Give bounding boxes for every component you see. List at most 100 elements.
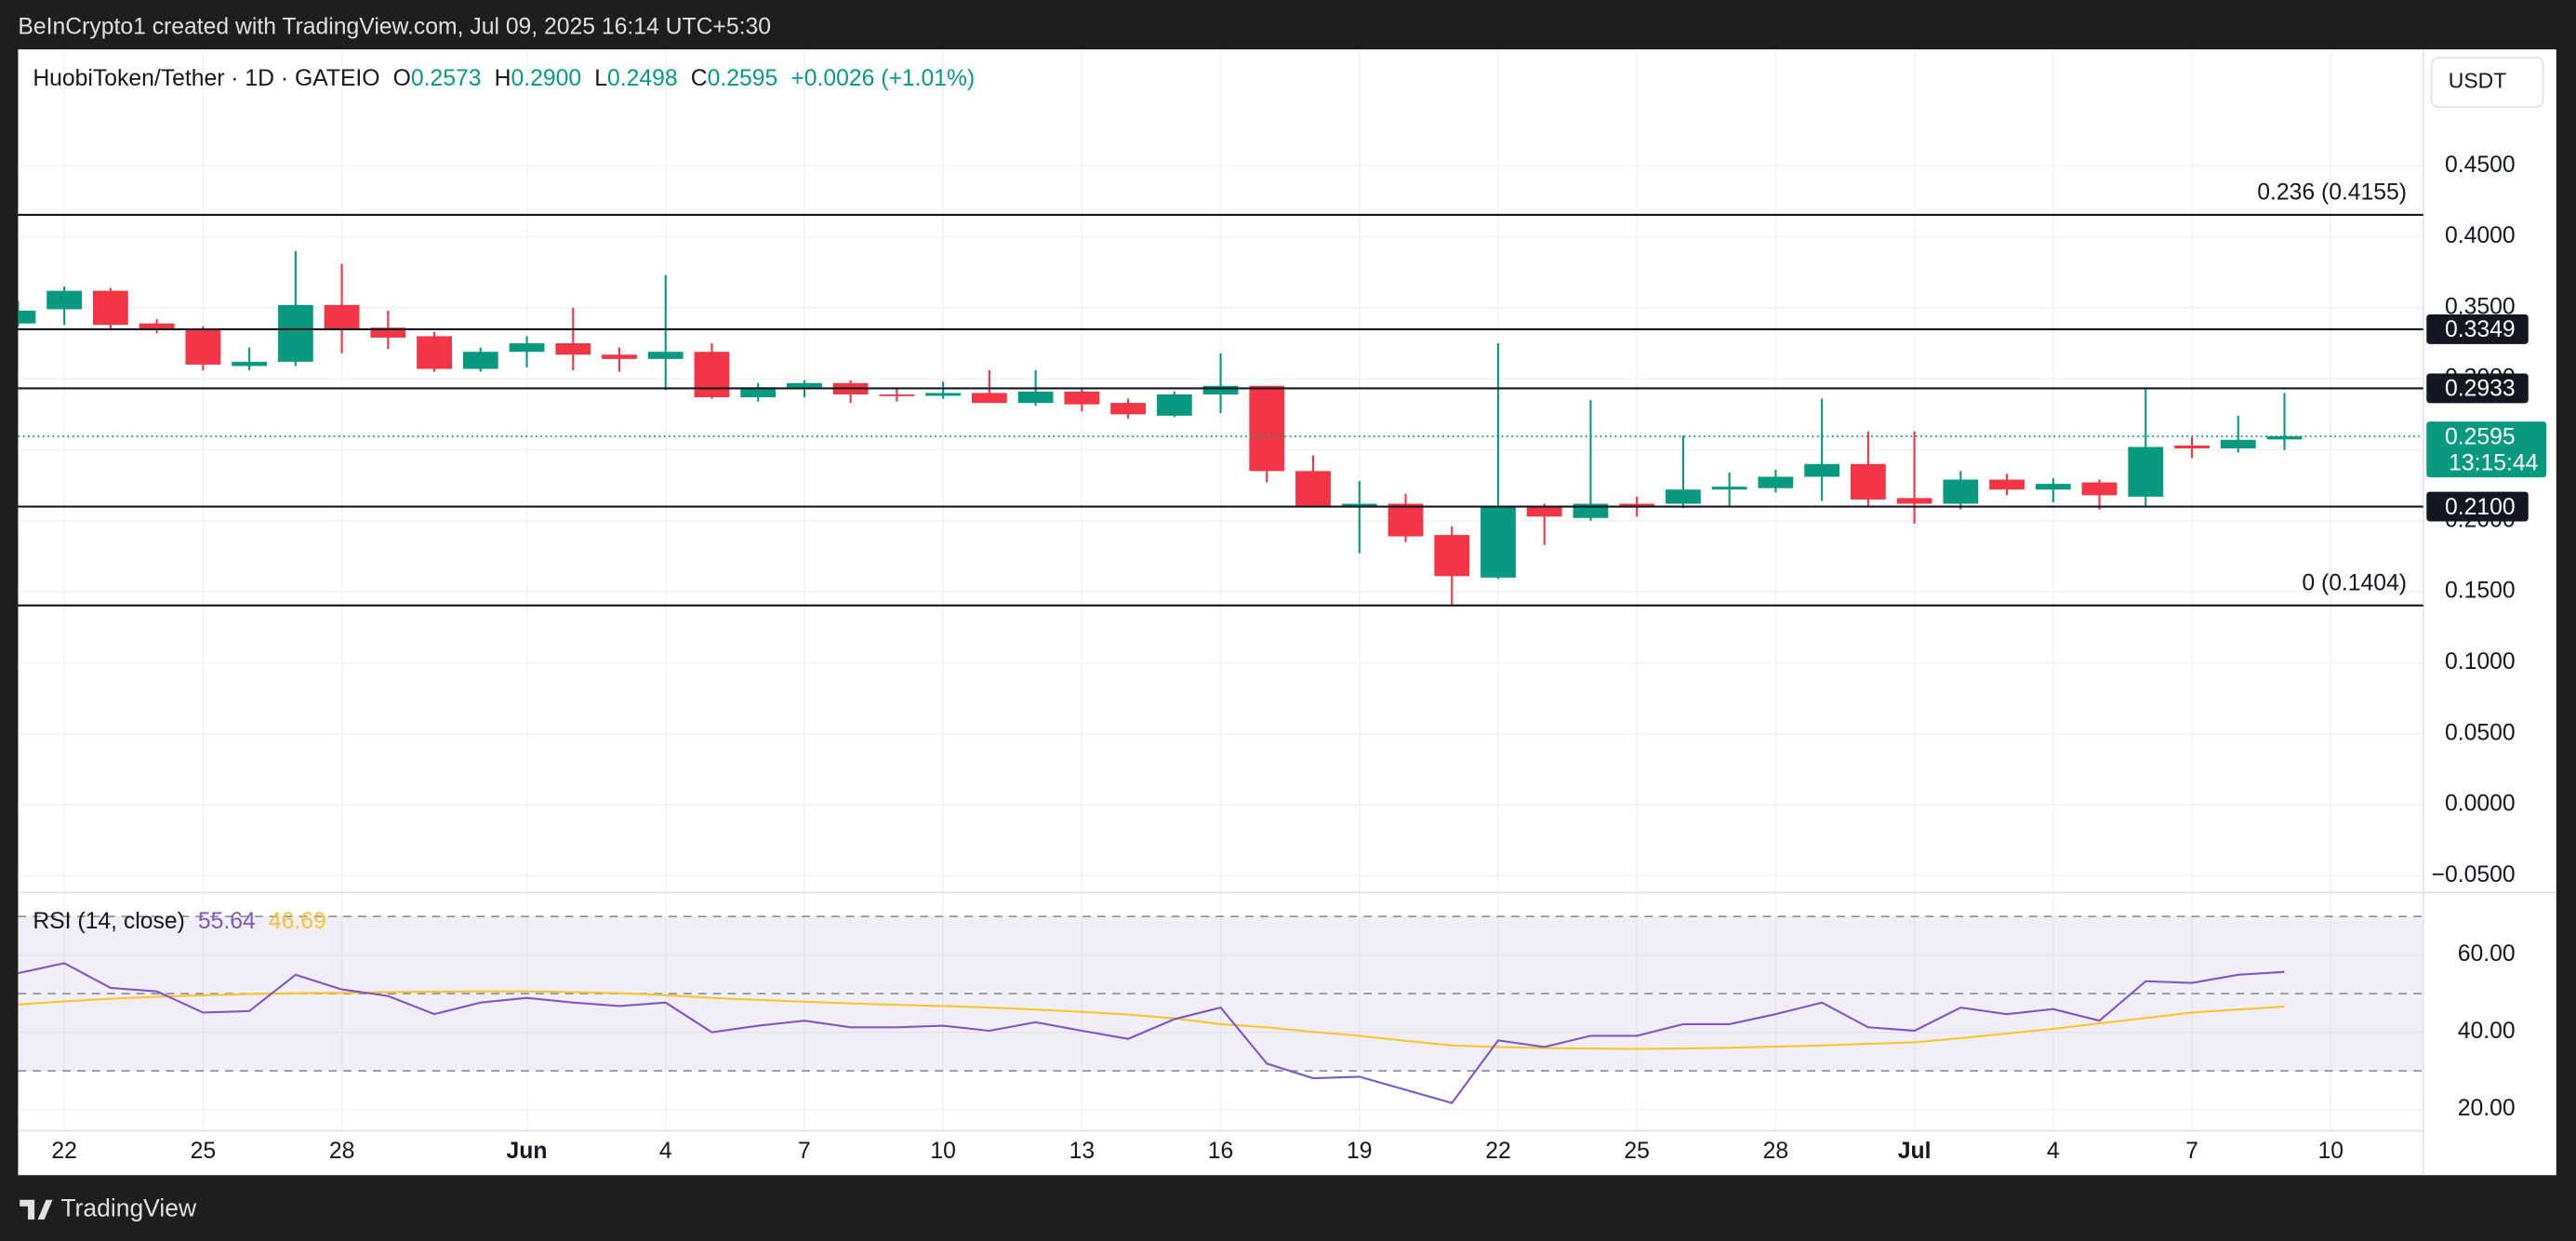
y-tick-label: 0.1000 (2445, 649, 2516, 674)
candle-body (879, 394, 915, 396)
y-tick-label: 0.0500 (2445, 720, 2516, 745)
brand-logo (20, 1199, 53, 1220)
ohlc-key: H (495, 65, 511, 90)
candle-body (139, 323, 175, 329)
x-tick-label: 4 (2047, 1139, 2060, 1164)
candle-body (2266, 436, 2303, 440)
candle-body (1526, 506, 1562, 517)
ohlc-value: 0.2573 (411, 65, 482, 90)
y-tick-label: 0.4000 (2445, 223, 2516, 248)
rsi-value: 55.64 (198, 909, 256, 934)
candle-body (1758, 476, 1794, 488)
y-tick-label: 20.00 (2458, 1096, 2516, 1121)
candle-body (2081, 482, 2118, 496)
rsi-line (18, 990, 2285, 1050)
candle-body (787, 382, 822, 388)
candle-body (18, 310, 36, 324)
candle-body (1989, 479, 2025, 490)
countdown: 13:15:44 (2449, 451, 2538, 476)
ohlc-key: C (691, 65, 708, 90)
candle-body (1064, 391, 1100, 405)
candle-body (647, 352, 684, 359)
candle-body (2174, 445, 2210, 448)
candle-body (2220, 439, 2256, 448)
candle-body (1619, 503, 1655, 507)
last-price-tag (2426, 421, 2547, 478)
candle-body (2128, 447, 2164, 497)
x-tick-label: 25 (1624, 1139, 1650, 1164)
ohlc-key: L (594, 65, 607, 90)
y-tick-label: 0.1500 (2445, 579, 2516, 604)
change: +0.0026 (+1.01%) (790, 65, 975, 90)
marks-layer (18, 213, 2423, 1104)
candle-body (1804, 463, 1840, 477)
last-price-label: 0.2595 (2445, 424, 2516, 449)
candle-body (185, 328, 221, 365)
grid-layer (18, 49, 2423, 1131)
y-tick-label: 0.0000 (2445, 792, 2516, 817)
x-tick-label: 22 (51, 1139, 76, 1164)
candle-body (277, 304, 313, 362)
candle-body (93, 290, 128, 326)
x-tick-label: 7 (2185, 1139, 2198, 1164)
rsi-lines (18, 962, 2285, 1104)
rsi-title: RSI (14, close) (33, 909, 184, 934)
candle-body (1434, 535, 1470, 577)
candle-body (324, 304, 360, 329)
candle-body (1850, 463, 1886, 500)
level-tag (2426, 491, 2529, 522)
fib-label: 0 (0.1404) (2302, 570, 2407, 595)
candle-body (2035, 484, 2071, 490)
candle-body (1156, 394, 1192, 416)
x-tick-label: 16 (1208, 1139, 1234, 1164)
currency-box[interactable] (2430, 57, 2544, 108)
candle-body (1017, 391, 1054, 404)
candle-body (46, 290, 83, 310)
watermark: BeInCrypto1 created with TradingView.com… (18, 15, 771, 40)
candle-body (1666, 489, 1701, 504)
currency[interactable]: USDT (2449, 69, 2506, 93)
ohlc-value: 0.2900 (511, 65, 582, 90)
candle-body (602, 354, 637, 359)
candles (18, 250, 2303, 605)
candle-body (740, 387, 777, 398)
candle-body (1481, 506, 1516, 578)
x-tick-label: 28 (1763, 1139, 1789, 1164)
fib-label: 0.236 (0.4155) (2257, 180, 2407, 205)
candle-body (509, 343, 545, 353)
rsi-legend: RSI (14, close) 55.64 46.69 (33, 909, 325, 934)
candle-body (1943, 479, 1979, 504)
x-tick-label: 4 (659, 1139, 672, 1164)
candle-body (1295, 471, 1331, 507)
ohlc-value: 0.2595 (708, 65, 778, 90)
x-tick-label: 7 (798, 1139, 811, 1164)
level-tag (2426, 314, 2529, 344)
level-tag (2426, 373, 2529, 404)
candle-body (1896, 498, 1932, 504)
candle-body (1202, 385, 1239, 394)
candle-body (1341, 503, 1377, 507)
y-tick-label: 0.4500 (2445, 153, 2516, 178)
x-tick-label: Jun (507, 1139, 548, 1164)
x-tick-label: 28 (329, 1139, 355, 1164)
candle-body (462, 352, 498, 369)
x-tick-label: 19 (1347, 1139, 1372, 1164)
x-tick-label: 22 (1485, 1139, 1511, 1164)
brand-name: TradingView (60, 1194, 197, 1221)
level-tag-label: 0.3349 (2445, 317, 2516, 342)
candle-body (232, 361, 268, 367)
candle-body (694, 352, 730, 398)
candle-body (1711, 487, 1747, 490)
candle-body (1110, 403, 1146, 415)
y-tick-label: −0.0500 (2432, 862, 2516, 887)
level-tag-label: 0.2100 (2445, 495, 2516, 520)
brand: TradingView (20, 1194, 197, 1221)
y-tick-label: 60.00 (2458, 941, 2516, 967)
level-tag-label: 0.2933 (2445, 377, 2516, 402)
candle-body (370, 327, 406, 338)
ohlc-value: 0.2498 (607, 65, 678, 90)
candle-body (925, 393, 962, 396)
x-tick-label: 10 (930, 1139, 955, 1164)
